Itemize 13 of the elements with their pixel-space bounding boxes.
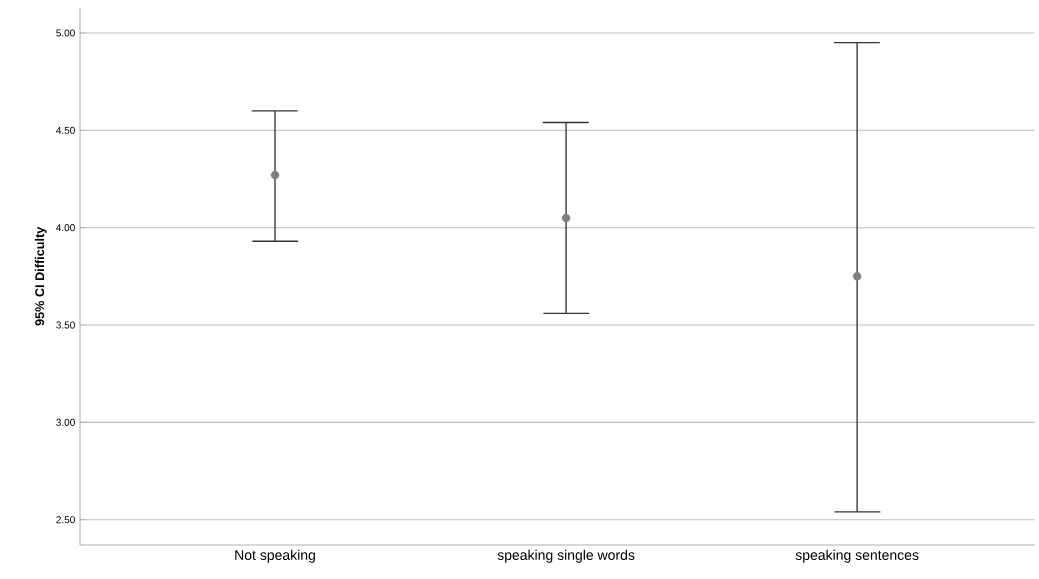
x-tick-label: speaking sentences — [795, 549, 919, 563]
y-tick-label: 3.00 — [56, 418, 75, 426]
point — [561, 213, 571, 223]
y-axis-title: 95% CI Difficulty — [34, 226, 47, 326]
x-tick-label: Not speaking — [235, 549, 315, 563]
y-tick-label: 5.00 — [56, 29, 75, 37]
x-tick-label: speaking single words — [497, 549, 635, 563]
point — [270, 170, 280, 180]
y-tick-label: 4.50 — [56, 126, 75, 134]
y-tick-label: 4.00 — [56, 224, 75, 232]
point — [852, 272, 862, 281]
y-tick-label: 2.50 — [56, 516, 75, 524]
y-tick-label: 3.50 — [56, 321, 75, 329]
